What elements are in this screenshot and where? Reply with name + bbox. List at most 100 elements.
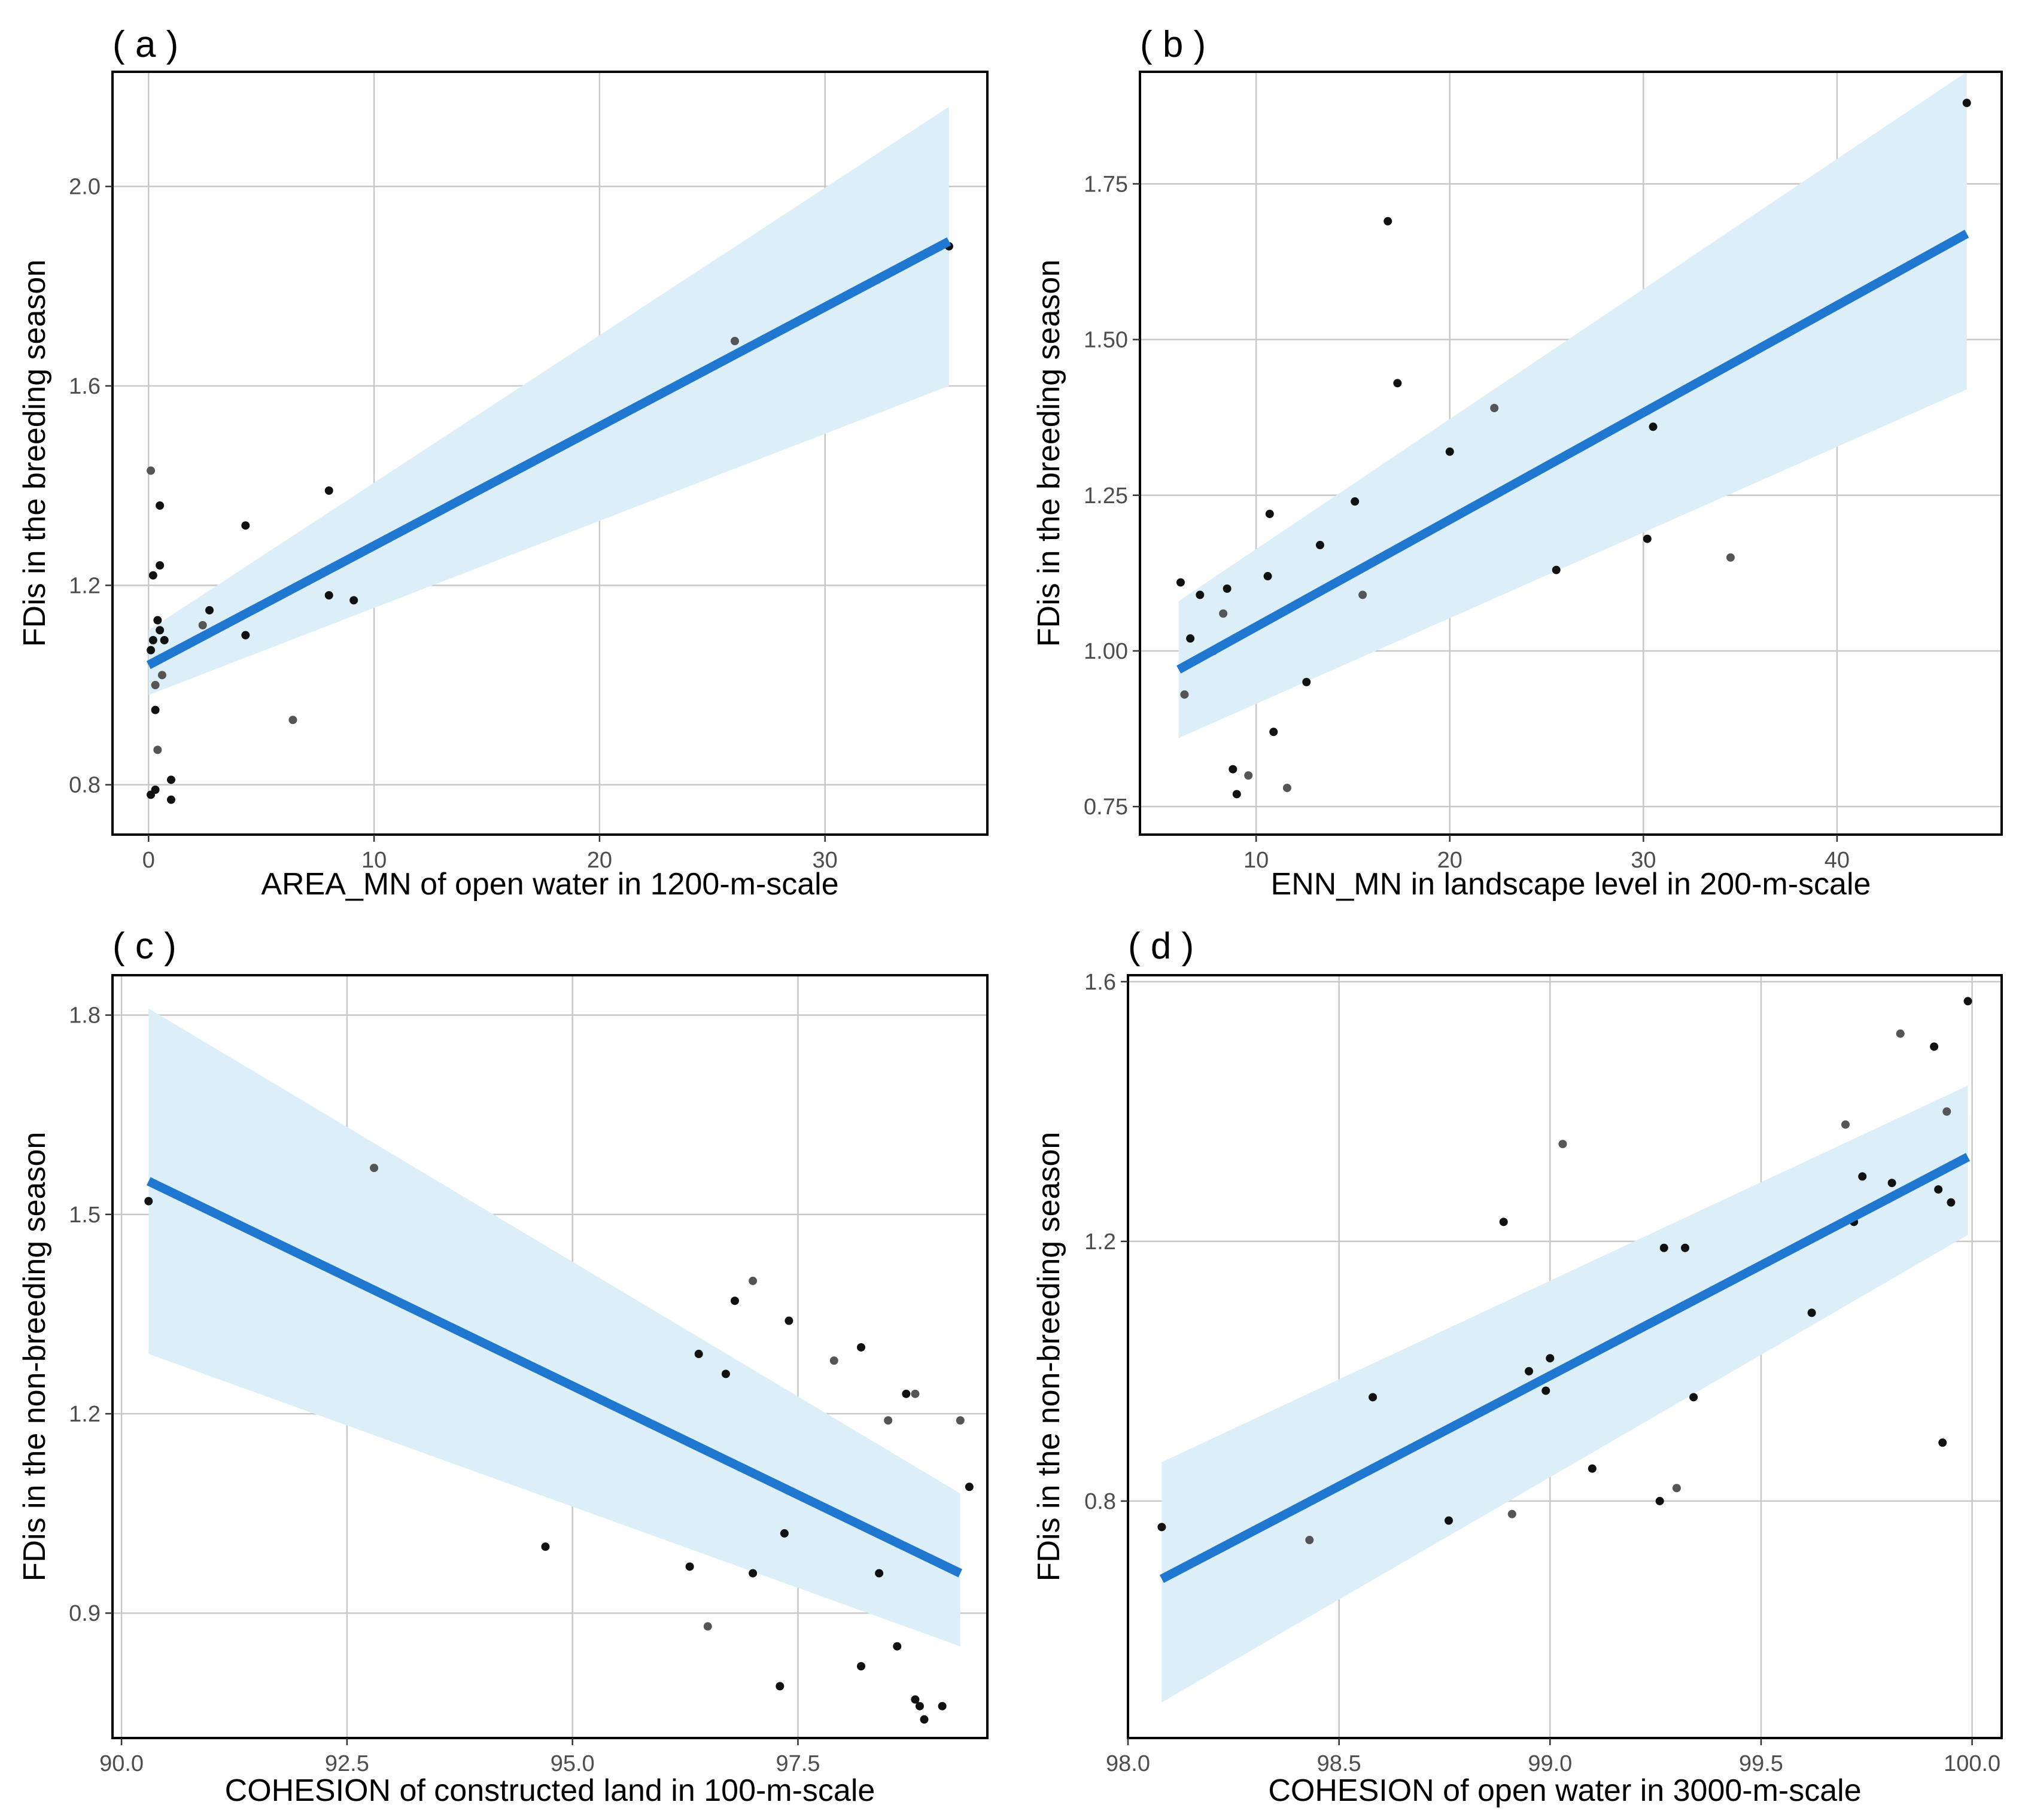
panel-label: ( d ) xyxy=(1128,926,1194,967)
data-point xyxy=(1507,1509,1516,1518)
data-point xyxy=(166,795,175,804)
data-point xyxy=(1858,1172,1867,1181)
data-point xyxy=(241,521,250,530)
data-point xyxy=(902,1389,911,1398)
data-point xyxy=(884,1416,893,1425)
y-tick-label: 1.2 xyxy=(69,1402,101,1427)
y-tick-label: 1.6 xyxy=(69,374,101,399)
x-tick-label: 100.0 xyxy=(1944,1751,2000,1776)
data-point xyxy=(1558,1140,1567,1149)
data-point xyxy=(749,1276,758,1285)
y-tick-label: 1.75 xyxy=(1084,172,1128,197)
data-point xyxy=(1232,790,1241,799)
data-point xyxy=(1681,1243,1690,1252)
regression-line xyxy=(1176,230,1969,674)
confidence-band xyxy=(148,106,949,695)
y-axis-title: FDis in the non-breeding season xyxy=(17,1132,52,1582)
confidence-band xyxy=(1178,72,1967,738)
data-point xyxy=(785,1316,793,1325)
data-point xyxy=(1962,99,1971,108)
y-tick-label: 1.8 xyxy=(69,1003,101,1028)
data-point xyxy=(1963,997,1972,1006)
data-point xyxy=(780,1529,789,1538)
data-point xyxy=(1369,1393,1378,1402)
x-tick-label: 30 xyxy=(1631,848,1656,873)
y-tick-label: 1.00 xyxy=(1084,639,1128,664)
data-point xyxy=(1525,1366,1534,1375)
data-point xyxy=(1841,1120,1850,1129)
data-point xyxy=(370,1164,379,1173)
confidence-band xyxy=(148,1008,960,1646)
plot-border xyxy=(1139,71,2003,836)
x-tick-label: 90.0 xyxy=(99,1751,144,1776)
plot-border xyxy=(111,71,989,836)
data-point xyxy=(166,775,175,784)
data-point xyxy=(205,606,214,614)
data-point xyxy=(1219,609,1228,618)
data-point xyxy=(938,1702,947,1711)
panel-c: 90.0 92.5 95.0 97.5 0.9 1.2 1.5 1.8 COHESION of … xyxy=(17,926,989,1808)
data-point xyxy=(749,1569,758,1578)
data-point xyxy=(1896,1029,1905,1038)
data-point xyxy=(956,1416,965,1425)
data-point xyxy=(1176,578,1185,587)
data-point xyxy=(1302,678,1311,686)
y-tick-label: 0.8 xyxy=(1084,1489,1116,1514)
data-point xyxy=(1934,1185,1943,1194)
y-axis-title: FDis in the non-breeding season xyxy=(1032,1132,1066,1582)
data-point xyxy=(776,1682,785,1691)
panel-d: 98.0 98.5 99.0 99.5 100.0 0.8 1.2 1.6 COHESION o… xyxy=(1032,926,2003,1808)
panel-label: ( c ) xyxy=(112,926,177,967)
data-point xyxy=(920,1715,929,1724)
data-point xyxy=(893,1642,902,1651)
data-point xyxy=(1282,783,1291,792)
x-tick-label: 0 xyxy=(142,848,155,873)
data-point xyxy=(703,1622,712,1631)
data-point xyxy=(148,571,157,580)
data-point xyxy=(1546,1354,1555,1363)
data-point xyxy=(1263,572,1272,581)
x-tick-label: 40 xyxy=(1825,848,1850,873)
x-tick-label: 92.5 xyxy=(325,1751,369,1776)
data-point xyxy=(1315,541,1324,550)
y-tick-label: 1.6 xyxy=(1084,970,1116,995)
x-tick-label: 98.5 xyxy=(1317,1751,1361,1776)
data-point xyxy=(1499,1218,1508,1226)
data-point xyxy=(1649,422,1658,431)
data-point xyxy=(1689,1393,1698,1402)
x-tick-label: 20 xyxy=(587,848,612,873)
data-point xyxy=(1445,1516,1454,1525)
data-point xyxy=(1643,534,1652,543)
y-tick-label: 1.50 xyxy=(1084,328,1128,353)
data-point xyxy=(1393,379,1402,388)
data-point xyxy=(157,671,166,680)
data-point xyxy=(1186,634,1195,643)
data-point xyxy=(1244,771,1253,780)
regression-line xyxy=(147,1177,963,1578)
data-point xyxy=(1588,1464,1597,1473)
data-point xyxy=(156,626,165,635)
data-point xyxy=(1541,1386,1550,1395)
data-point xyxy=(156,561,165,570)
data-point xyxy=(1726,553,1735,562)
data-point xyxy=(151,786,160,794)
panel-label: ( a ) xyxy=(112,24,178,65)
x-tick-label: 99.5 xyxy=(1739,1751,1783,1776)
data-point xyxy=(1351,497,1360,506)
x-axis-title: ENN_MN in landscape level in 200-m-scale xyxy=(1271,867,1871,902)
data-point xyxy=(730,337,739,345)
data-point xyxy=(856,1662,865,1671)
data-point xyxy=(1445,447,1454,456)
x-tick-label: 30 xyxy=(813,848,838,873)
y-tick-label: 0.9 xyxy=(69,1601,101,1626)
y-tick-label: 2.0 xyxy=(69,175,101,200)
x-axis-title: COHESION of constructed land in 100-m-sc… xyxy=(225,1773,875,1808)
data-point xyxy=(1269,728,1278,736)
data-point xyxy=(730,1296,739,1305)
panel-b: 10 20 30 40 0.75 1.00 1.25 1.50 1.75 ENN_MN in la… xyxy=(1032,24,2003,902)
y-tick-label: 1.2 xyxy=(69,573,101,598)
data-point xyxy=(198,621,207,629)
data-point xyxy=(1887,1179,1896,1188)
data-point xyxy=(1930,1042,1939,1051)
